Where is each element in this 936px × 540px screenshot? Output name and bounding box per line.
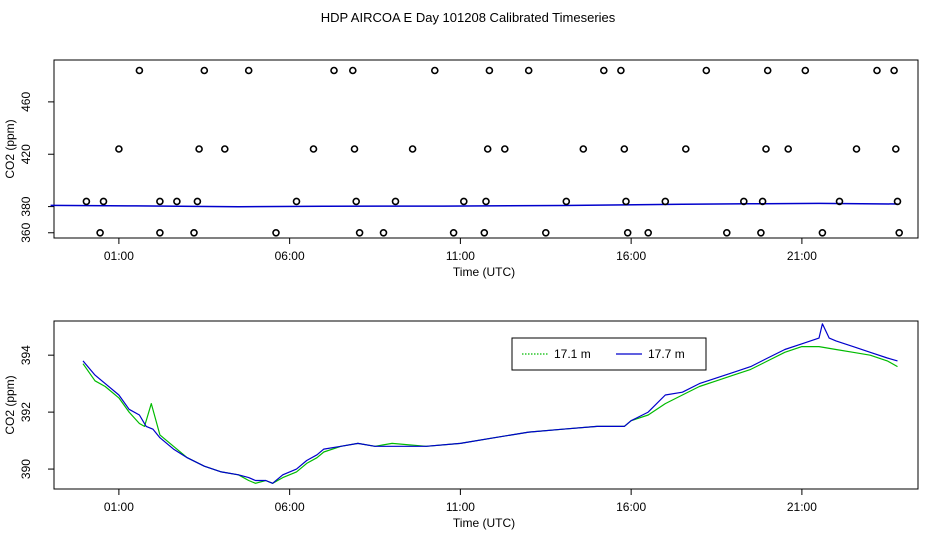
data-point [818, 229, 827, 237]
data-point [350, 145, 359, 153]
data-point [623, 229, 632, 237]
x-tick-label: 06:00 [275, 500, 305, 514]
x-tick-label: 11:00 [446, 500, 475, 514]
data-point [272, 229, 280, 237]
data-point [195, 145, 203, 153]
data-point [722, 229, 731, 237]
data-point [408, 145, 417, 153]
data-point [348, 66, 357, 75]
y-tick-label: 394 [19, 345, 33, 365]
chart-title: HDP AIRCOA E Day 101208 Calibrated Times… [321, 10, 616, 25]
data-point [599, 66, 608, 75]
data-point [758, 197, 767, 206]
data-point [485, 66, 494, 75]
y-tick-label: 392 [19, 402, 33, 422]
line-panel: 01:00 06:00 11:00 16:00 21:00 390 392 394 Time (… [3, 320, 919, 530]
data-point [579, 145, 588, 153]
data-point [221, 145, 229, 153]
y-axis-label: CO2 (ppm) [3, 375, 17, 434]
series-line [50, 202, 898, 208]
data-point [757, 229, 765, 237]
data-point [739, 197, 748, 206]
data-point [483, 145, 492, 153]
x-tick-label: 16:00 [616, 249, 646, 263]
legend-entry: 17.7 m [648, 347, 685, 361]
y-tick-label: 420 [19, 144, 33, 164]
y-tick-label: 360 [19, 222, 33, 242]
x-tick-label: 21:00 [787, 500, 817, 514]
data-point [644, 229, 653, 237]
data-point [702, 66, 711, 75]
x-tick-label: 11:00 [446, 249, 475, 263]
data-point [617, 66, 625, 75]
series-line-17-7-m [82, 323, 898, 484]
legend: 17.1 m 17.7 m [511, 337, 707, 371]
data-point [763, 66, 772, 75]
plot-frame [53, 59, 919, 239]
data-point [379, 229, 388, 237]
plot-frame [53, 320, 919, 490]
series-line-17-1-m [82, 346, 898, 484]
data-point [156, 229, 164, 237]
data-point [200, 66, 209, 75]
data-point [873, 66, 881, 75]
data-point [459, 197, 468, 206]
data-point [99, 197, 108, 206]
data-point [620, 145, 629, 153]
data-point [895, 229, 904, 237]
data-point [96, 229, 104, 237]
data-point [852, 145, 861, 153]
data-point [309, 145, 318, 153]
data-point [524, 66, 533, 75]
x-tick-label: 16:00 [616, 500, 646, 514]
data-point [82, 197, 91, 206]
x-tick-label: 06:00 [275, 249, 305, 263]
data-point [292, 197, 301, 206]
data-point [500, 145, 509, 153]
scatter-panel: 01:00 06:00 11:00 16:00 21:00 360 380 420 460 Tim… [3, 59, 919, 279]
x-tick-label: 01:00 [104, 249, 134, 263]
data-point [115, 145, 123, 153]
data-point [173, 197, 181, 206]
data-point [762, 145, 770, 153]
data-point [190, 229, 198, 237]
data-point [835, 197, 844, 206]
data-point [156, 197, 164, 206]
legend-entry: 17.1 m [554, 347, 591, 361]
y-tick-label: 390 [19, 459, 33, 479]
data-point [562, 197, 571, 206]
data-point [352, 197, 361, 206]
x-axis-label: Time (UTC) [453, 516, 515, 530]
data-point [890, 66, 898, 75]
data-point [801, 66, 810, 75]
data-point [681, 145, 690, 153]
data-point [482, 197, 490, 206]
data-point [891, 145, 900, 153]
data-point [244, 66, 253, 75]
data-point [330, 66, 338, 75]
data-point [193, 197, 202, 206]
x-tick-label: 21:00 [787, 249, 817, 263]
y-tick-label: 460 [19, 92, 33, 112]
data-point [661, 197, 670, 206]
data-point [135, 66, 144, 75]
data-point [449, 229, 458, 237]
data-point [622, 197, 630, 206]
x-axis-label: Time (UTC) [453, 265, 515, 279]
data-point [541, 229, 550, 237]
data-point [784, 145, 793, 153]
x-tick-label: 01:00 [104, 500, 134, 514]
data-point [480, 229, 489, 237]
y-tick-label: 380 [19, 196, 33, 216]
data-point [391, 197, 400, 206]
data-point [893, 197, 902, 206]
y-axis-label: CO2 (ppm) [3, 119, 17, 178]
data-point [355, 229, 364, 237]
data-point [430, 66, 439, 75]
